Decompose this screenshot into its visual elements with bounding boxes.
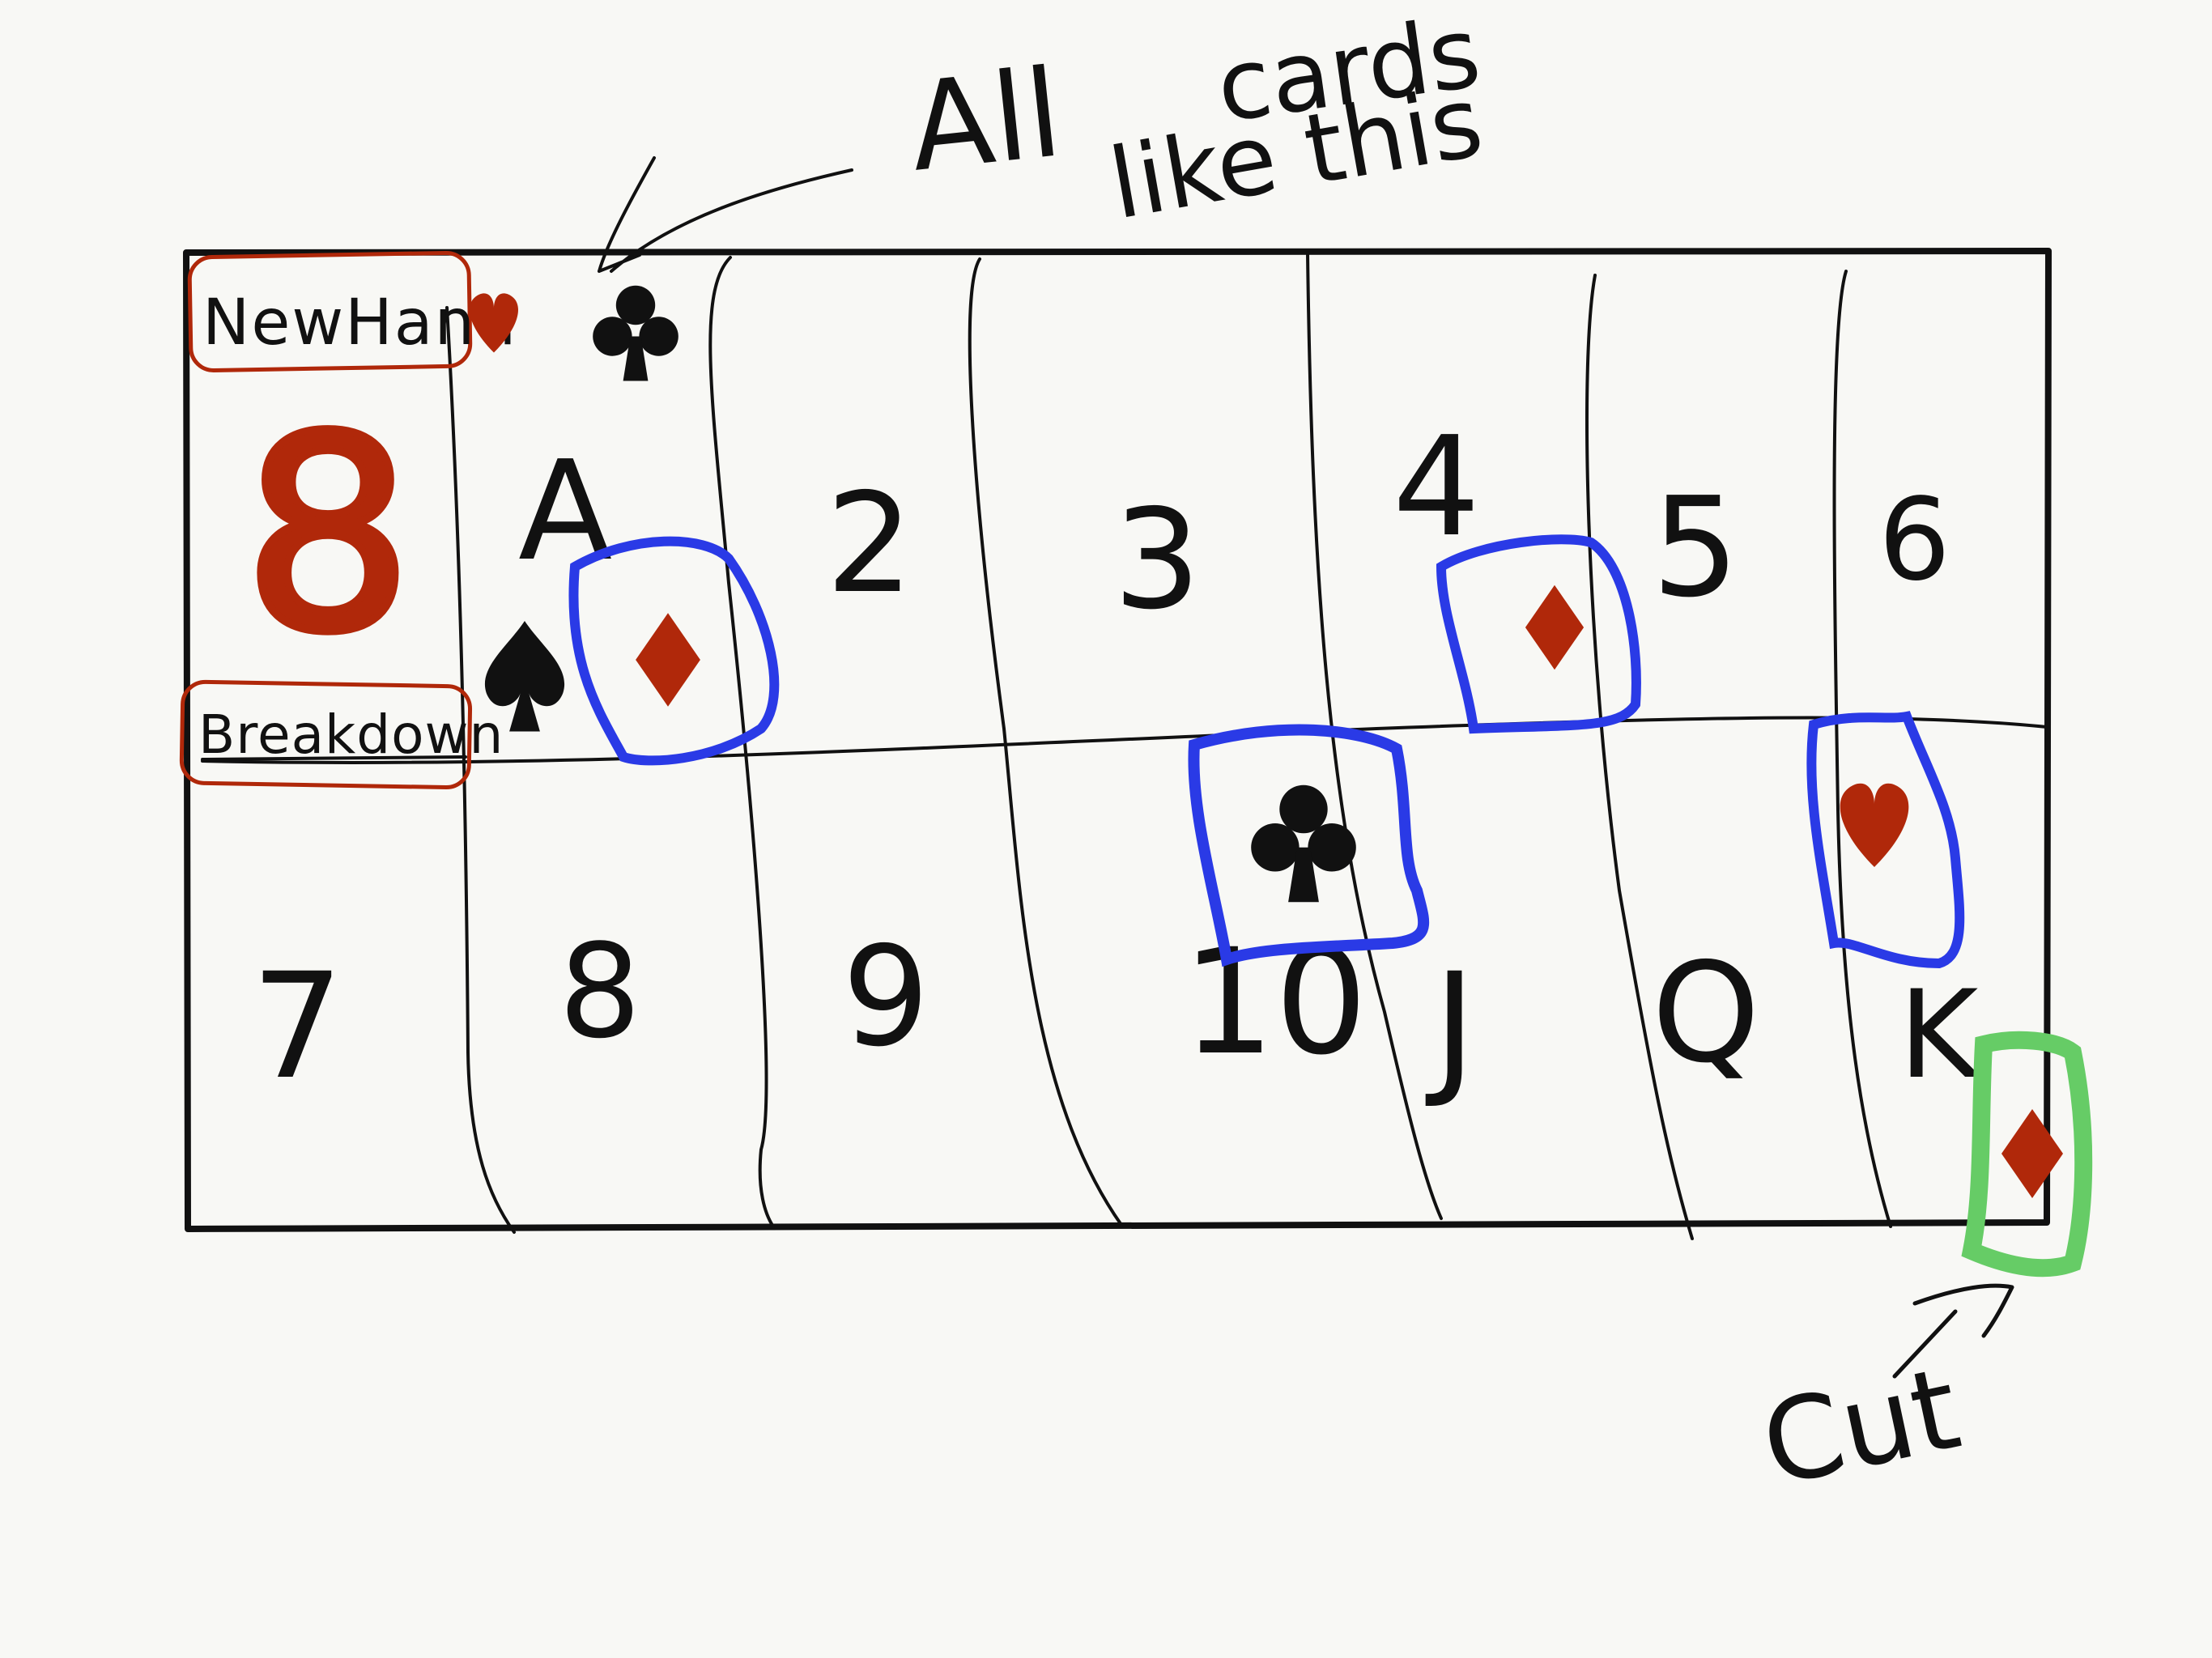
rank-ace: A	[518, 432, 612, 592]
rank-six: 6	[1878, 474, 1950, 606]
cut-label: Cut	[1751, 1343, 1970, 1513]
marked-card-outline	[1436, 534, 1641, 734]
rank-jack: J	[1425, 942, 1476, 1112]
top-annotation: All cards like this	[598, 0, 1491, 273]
column-dividers	[445, 251, 1892, 1240]
marked-card-queen-heart	[1806, 711, 1965, 969]
rank-eight: 8	[559, 916, 641, 1067]
rank-row-1: A 2 3 4 5 6	[518, 407, 1950, 640]
new-hand-label: NewHand	[202, 287, 518, 359]
cut-annotation: Cut	[1751, 1283, 2014, 1513]
header-cell: NewHand 8 Breakdown	[179, 250, 518, 790]
rank-nine: 9	[842, 917, 929, 1078]
rank-five: 5	[1652, 468, 1739, 628]
diamond-icon	[2001, 1109, 2063, 1198]
rank-row-2: 7 8 9 10 J Q K	[251, 916, 1981, 1112]
cut-card-outline	[1961, 1031, 2093, 1278]
cut-arrow	[1892, 1283, 2014, 1379]
rank-king: K	[1899, 965, 1981, 1106]
heart-icon	[1840, 783, 1909, 867]
diamond-icon	[636, 613, 700, 707]
cut-card	[1961, 1031, 2093, 1278]
rank-three: 3	[1113, 480, 1201, 640]
new-hand-box	[187, 250, 473, 372]
rank-seven: 7	[251, 942, 344, 1112]
marked-card-ten-club	[1188, 724, 1430, 967]
card-count: 8	[243, 380, 413, 691]
rank-two: 2	[826, 464, 913, 624]
marked-card-outline	[1806, 711, 1965, 969]
marked-card-outline	[1188, 724, 1430, 967]
breakdown-underline	[201, 755, 467, 761]
club-icon	[593, 285, 678, 381]
marked-card-four-diamond	[1436, 534, 1641, 734]
marked-card-ace-diamond	[568, 536, 780, 766]
annotation-all: All	[904, 43, 1068, 198]
rank-queen: Q	[1652, 933, 1760, 1094]
board-frame	[183, 248, 2052, 1232]
diamond-icon	[1525, 585, 1585, 670]
rank-four: 4	[1393, 407, 1480, 568]
marked-card-outline	[568, 536, 780, 766]
breakdown-box	[179, 679, 473, 790]
